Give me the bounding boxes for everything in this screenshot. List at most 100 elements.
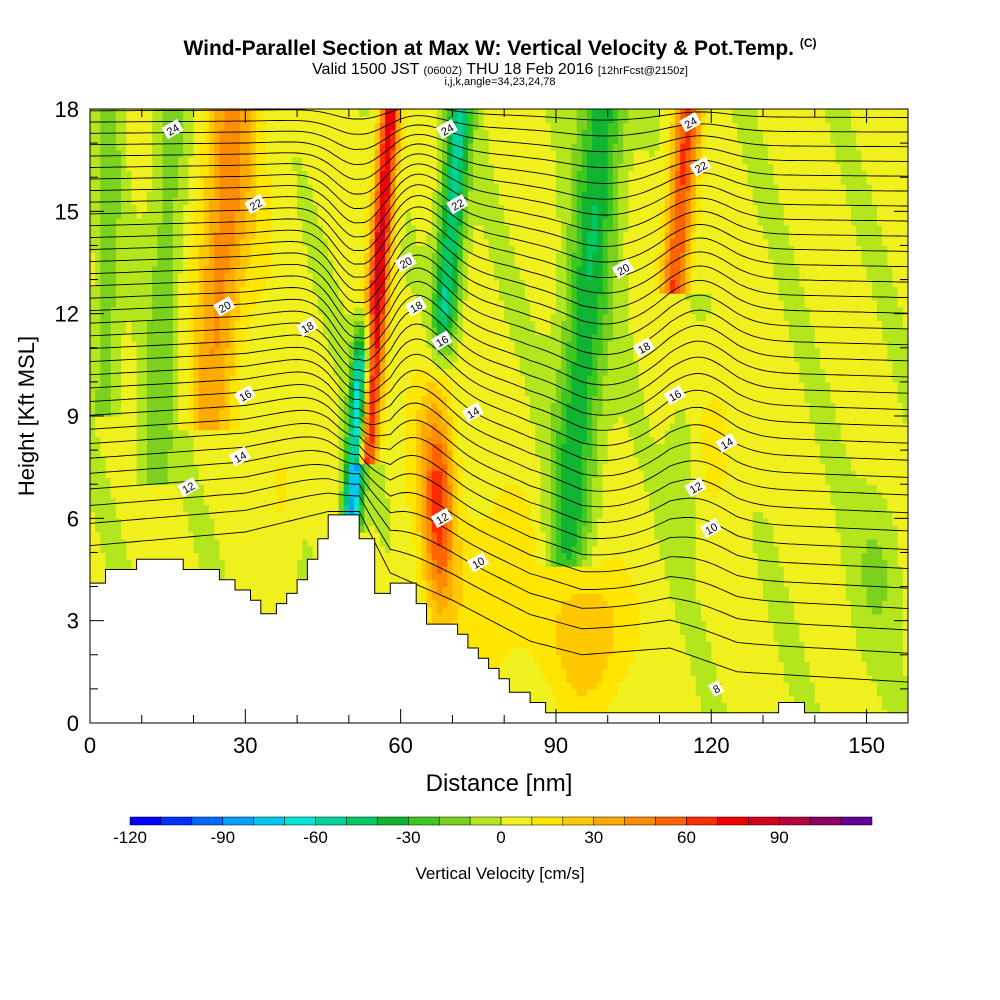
- field-cell: [364, 272, 371, 281]
- field-cell: [95, 204, 101, 212]
- field-cell: [369, 422, 376, 431]
- field-cell: [209, 129, 215, 137]
- field-cell: [178, 163, 184, 171]
- field-cell: [229, 129, 236, 137]
- field-cell: [240, 272, 246, 281]
- field-cell: [271, 586, 277, 594]
- field-cell: [198, 279, 205, 287]
- field-cell: [250, 470, 257, 478]
- field-cell: [322, 286, 329, 294]
- field-cell: [100, 143, 107, 151]
- field-cell: [276, 279, 283, 287]
- field-cell: [152, 436, 158, 444]
- field-cell: [188, 375, 195, 383]
- field-cell: [229, 334, 236, 342]
- field-cell: [146, 190, 153, 199]
- field-cell: [162, 491, 169, 499]
- field-cell: [281, 416, 288, 424]
- field-cell: [219, 190, 226, 199]
- field-cell: [209, 450, 215, 458]
- field-cell: [157, 402, 164, 410]
- field-cell: [100, 313, 107, 322]
- field-cell: [105, 190, 112, 199]
- field-cell: [343, 224, 350, 233]
- field-cell: [100, 231, 107, 240]
- field-cell: [105, 395, 112, 403]
- field-cell: [286, 272, 293, 281]
- field-cell: [234, 306, 241, 315]
- field-cell: [276, 306, 283, 315]
- field-cell: [95, 293, 101, 301]
- field-cell: [364, 286, 371, 294]
- field-cell: [260, 443, 267, 451]
- field-cell: [126, 504, 133, 513]
- field-cell: [146, 361, 153, 369]
- field-cell: [115, 272, 122, 281]
- field-cell: [255, 484, 262, 492]
- field-cell: [146, 286, 153, 294]
- field-cell: [157, 470, 164, 478]
- field-cell: [234, 340, 241, 349]
- field-cell: [183, 381, 189, 390]
- field-cell: [281, 572, 288, 581]
- field-cell: [271, 511, 277, 519]
- field-cell: [100, 211, 107, 219]
- field-cell: [146, 477, 153, 485]
- field-cell: [348, 238, 355, 247]
- field-cell: [131, 109, 138, 117]
- field-cell: [286, 552, 293, 560]
- field-cell: [167, 204, 174, 212]
- field-cell: [209, 286, 215, 294]
- field-cell: [229, 422, 236, 431]
- field-cell: [338, 381, 345, 390]
- field-cell: [209, 143, 215, 151]
- field-cell: [271, 593, 277, 601]
- field-cell: [90, 272, 96, 281]
- field-cell: [250, 566, 257, 574]
- field-cell: [224, 402, 231, 410]
- field-cell: [281, 245, 288, 253]
- field-cell: [115, 115, 122, 124]
- field-cell: [167, 170, 174, 178]
- field-cell: [198, 163, 205, 171]
- field-cell: [245, 245, 252, 253]
- field-cell: [188, 184, 195, 192]
- field-cell: [162, 149, 169, 158]
- field-cell: [178, 388, 184, 397]
- field-cell: [374, 559, 381, 567]
- field-cell: [157, 456, 164, 465]
- field-cell: [146, 149, 153, 158]
- field-cell: [276, 163, 283, 171]
- field-cell: [364, 204, 371, 212]
- field-cell: [115, 306, 122, 315]
- field-cell: [359, 279, 365, 287]
- field-cell: [234, 252, 241, 260]
- field-cell: [250, 320, 257, 328]
- field-cell: [297, 538, 303, 547]
- field-cell: [260, 484, 267, 492]
- field-cell: [157, 340, 164, 349]
- field-cell: [172, 422, 179, 431]
- field-cell: [260, 109, 267, 117]
- field-cell: [198, 429, 205, 438]
- field-cell: [110, 190, 117, 199]
- field-cell: [224, 388, 231, 397]
- field-cell: [121, 497, 127, 506]
- field-cell: [203, 272, 210, 281]
- field-cell: [307, 511, 314, 519]
- field-cell: [245, 320, 252, 328]
- field-cell: [141, 204, 148, 212]
- field-cell: [369, 211, 376, 219]
- field-cell: [286, 402, 293, 410]
- field-cell: [224, 136, 231, 144]
- field-cell: [110, 381, 117, 390]
- field-cell: [100, 293, 107, 301]
- field-cell: [234, 320, 241, 328]
- field-cell: [271, 163, 277, 171]
- field-cell: [178, 109, 184, 117]
- field-cell: [115, 429, 122, 438]
- field-cell: [297, 211, 303, 219]
- field-cell: [302, 184, 309, 192]
- field-cell: [328, 238, 334, 247]
- field-cell: [354, 463, 360, 472]
